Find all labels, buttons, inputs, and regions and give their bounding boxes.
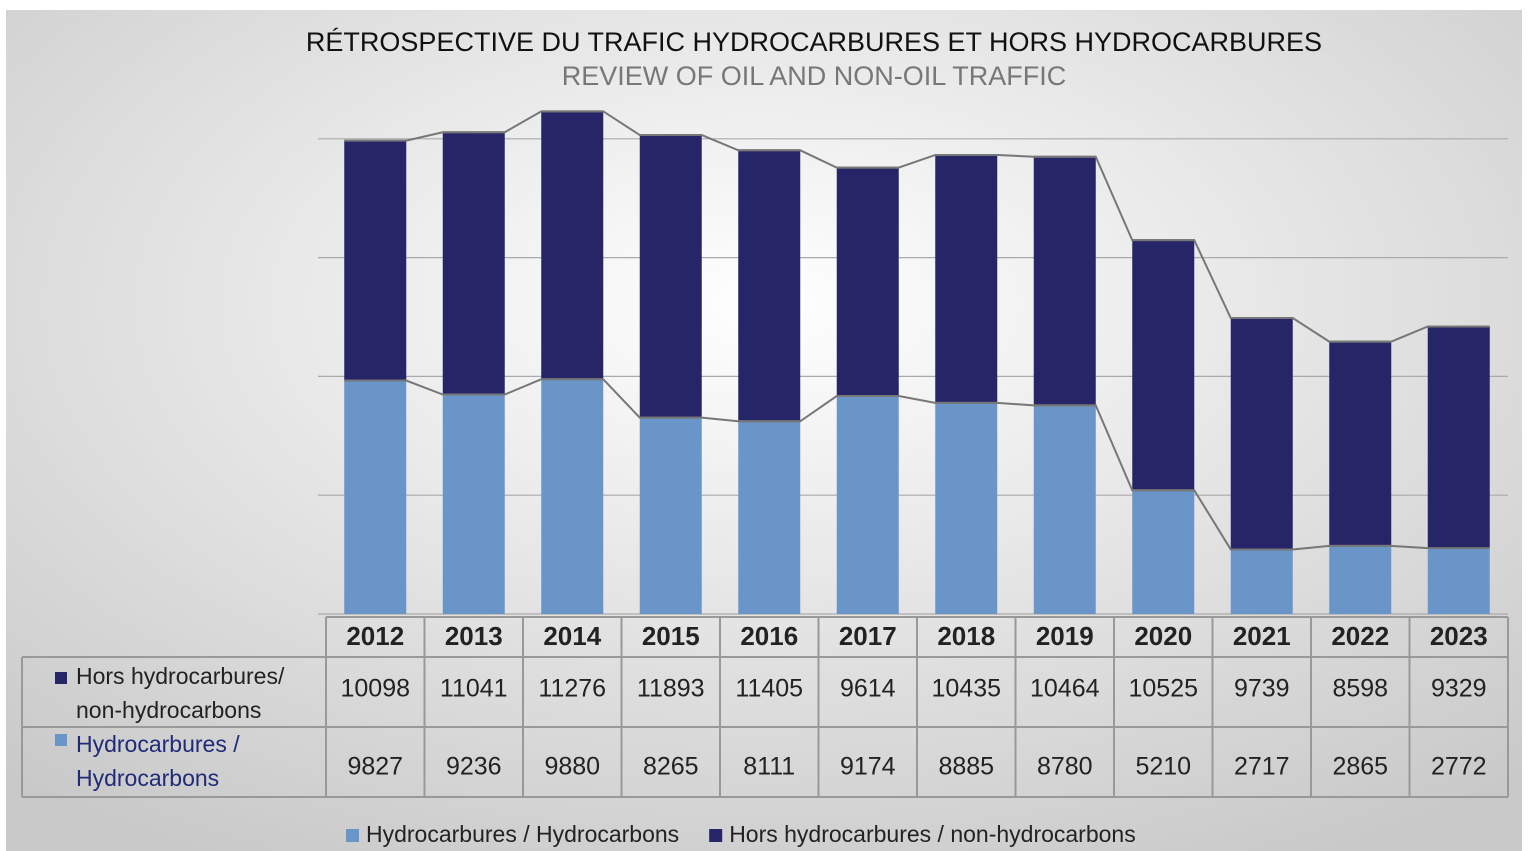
table-value: 8598 (1332, 675, 1388, 703)
table-row-label: Hydrocarbons (76, 765, 219, 791)
table-value: 10435 (931, 675, 1001, 703)
table-value: 9739 (1234, 675, 1290, 703)
bar (1132, 240, 1195, 491)
bar (738, 150, 801, 422)
bar (442, 394, 505, 614)
table-value: 8111 (743, 753, 795, 781)
bar (344, 380, 407, 614)
legend-label: Hydrocarbures / Hydrocarbons (366, 821, 679, 847)
x-tick-label: 2023 (1430, 621, 1488, 651)
bar (1329, 545, 1392, 614)
table-value: 8885 (938, 753, 994, 781)
table-legend-key (55, 734, 67, 746)
x-tick-label: 2012 (346, 621, 404, 651)
table-value: 11893 (637, 675, 705, 703)
legend-key (709, 829, 723, 842)
bar (1427, 548, 1490, 614)
x-tick-label: 2020 (1134, 621, 1192, 651)
legend-key (346, 829, 359, 842)
table-value: 11041 (440, 675, 508, 703)
connector-line (1329, 325, 1490, 343)
bar (639, 417, 702, 614)
table-value: 2865 (1332, 753, 1388, 781)
table-value: 11405 (735, 675, 803, 703)
x-tick-label: 2021 (1233, 621, 1291, 651)
x-tick-label: 2013 (445, 621, 503, 651)
table-value: 9236 (446, 753, 502, 781)
bar (1230, 318, 1293, 550)
legend-label: Hors hydrocarbures / non-hydrocarbons (729, 821, 1136, 847)
bar (1427, 326, 1490, 549)
chart-subtitle: REVIEW OF OIL AND NON-OIL TRAFFIC (562, 61, 1067, 91)
chart-title: RÉTROSPECTIVE DU TRAFIC HYDROCARBURES ET… (306, 27, 1322, 57)
table-value: 9174 (840, 753, 896, 781)
table-value: 10098 (340, 675, 410, 703)
bar (1230, 549, 1293, 614)
x-tick-label: 2022 (1331, 621, 1389, 651)
x-tick-label: 2017 (839, 621, 897, 651)
bar (935, 402, 998, 614)
bar (1132, 490, 1195, 614)
table-value: 8265 (643, 753, 699, 781)
x-tick-label: 2014 (543, 621, 601, 651)
x-tick-label: 2019 (1036, 621, 1094, 651)
table-value: 9614 (840, 675, 896, 703)
bar (836, 167, 899, 397)
table-value: 10464 (1030, 675, 1100, 703)
table-value: 2717 (1234, 753, 1290, 781)
table-value: 5210 (1135, 753, 1191, 781)
bar (639, 135, 702, 418)
table-row-label: non-hydrocarbons (76, 697, 261, 723)
bar (836, 396, 899, 614)
x-tick-label: 2015 (642, 621, 700, 651)
table-legend-key (55, 672, 67, 684)
table-value: 10525 (1128, 675, 1198, 703)
table-row-label: Hors hydrocarbures/ (76, 663, 285, 689)
x-tick-label: 2018 (937, 621, 995, 651)
connector-line (1329, 544, 1490, 550)
table-value: 8780 (1037, 753, 1093, 781)
bar (344, 140, 407, 381)
table-value: 9827 (347, 753, 403, 781)
bar (541, 111, 604, 380)
bar (1033, 405, 1096, 614)
table-value: 11276 (538, 675, 606, 703)
table-value: 9329 (1431, 675, 1487, 703)
table-value: 2772 (1431, 753, 1487, 781)
table-row-label: Hydrocarbures / (76, 731, 240, 757)
bar (1329, 341, 1392, 546)
table-value: 9880 (544, 753, 600, 781)
bar (442, 132, 505, 395)
x-tick-label: 2016 (740, 621, 798, 651)
bar (935, 154, 998, 403)
bar (1033, 156, 1096, 406)
bar (541, 379, 604, 614)
bar (738, 421, 801, 614)
